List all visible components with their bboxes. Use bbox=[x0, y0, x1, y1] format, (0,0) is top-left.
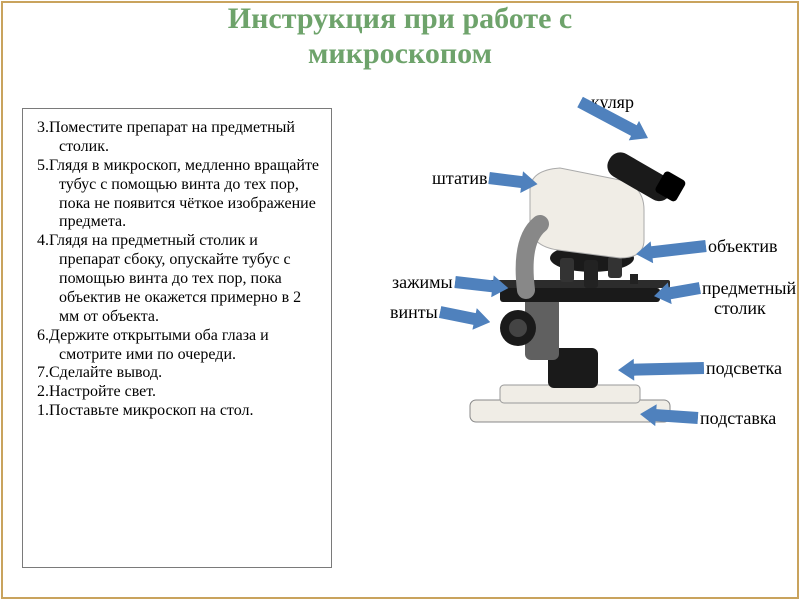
part-label: столик bbox=[714, 298, 766, 319]
instruction-item: 7.Сделайте вывод. bbox=[37, 364, 321, 383]
part-label: подставка bbox=[700, 408, 776, 429]
instruction-item: 2.Настройте свет. bbox=[37, 383, 321, 402]
part-label: зажимы bbox=[392, 272, 453, 293]
part-label: окуляр bbox=[582, 92, 634, 113]
part-label: винты bbox=[390, 302, 438, 323]
part-label: объектив bbox=[708, 236, 778, 257]
page-title: Инструкция при работе с микроскопом bbox=[0, 2, 800, 71]
instruction-item: 1.Поставьте микроскоп на стол. bbox=[37, 402, 321, 421]
instruction-item: 5.Глядя в микроскоп, медленно вращайте т… bbox=[37, 157, 321, 233]
title-line-2: микроскопом bbox=[308, 37, 492, 70]
instruction-item: 4.Глядя на предметный столик и препарат … bbox=[37, 232, 321, 326]
part-label: предметный bbox=[702, 278, 796, 299]
instructions-box: 3.Поместите препарат на предметный столи… bbox=[22, 108, 332, 568]
part-label: подсветка bbox=[706, 358, 782, 379]
instruction-item: 6.Держите открытыми оба глаза и смотрите… bbox=[37, 327, 321, 365]
part-label: штатив bbox=[432, 168, 487, 189]
instruction-item: 3.Поместите препарат на предметный столи… bbox=[37, 119, 321, 157]
title-line-1: Инструкция при работе с bbox=[228, 2, 572, 35]
